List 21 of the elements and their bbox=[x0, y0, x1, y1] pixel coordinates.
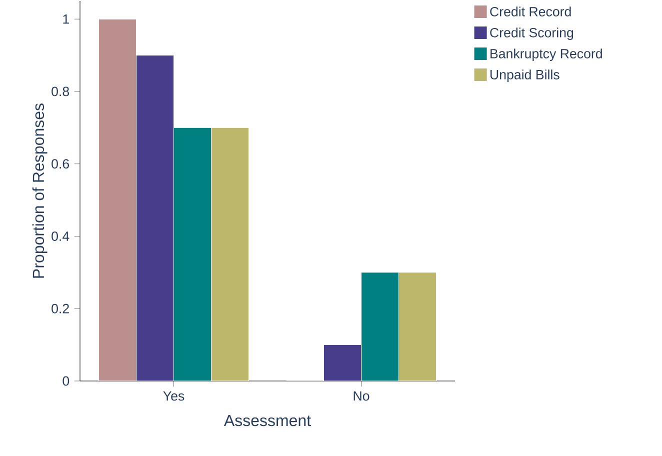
bar bbox=[136, 55, 174, 381]
legend-label: Bankruptcy Record bbox=[490, 48, 602, 62]
x-tick-label: No bbox=[354, 391, 370, 401]
bar bbox=[360, 272, 400, 381]
y-tick-label: 0.6 bbox=[52, 159, 70, 169]
y-tick-label: 0.4 bbox=[52, 232, 70, 241]
bar bbox=[398, 272, 437, 381]
y-tick-label: 1 bbox=[63, 14, 69, 24]
legend-label: Credit Scoring bbox=[490, 28, 574, 40]
x-axis-title: Assessment bbox=[224, 415, 311, 426]
y-axis-title: Proportion of Responses bbox=[32, 104, 48, 278]
legend-label: Unpaid Bills bbox=[490, 70, 560, 82]
bar bbox=[210, 127, 250, 381]
x-tick-label: Yes bbox=[163, 391, 184, 401]
y-tick-label: 0.2 bbox=[52, 304, 69, 314]
bar bbox=[323, 344, 362, 381]
legend-label: Credit Record bbox=[490, 6, 571, 16]
bar bbox=[173, 127, 212, 381]
bar bbox=[98, 18, 137, 381]
y-tick-label: 0 bbox=[62, 376, 70, 386]
y-tick-label: 0.8 bbox=[52, 86, 70, 96]
